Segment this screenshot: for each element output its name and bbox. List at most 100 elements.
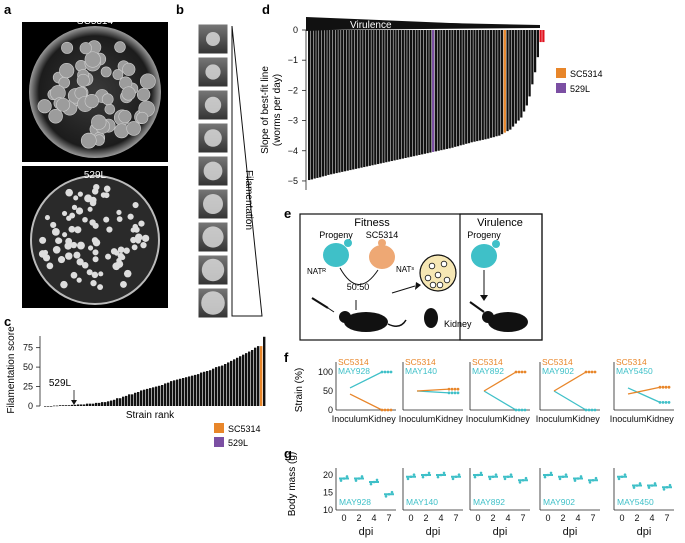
c-ytick-label: 50 [23,362,33,372]
g-point [442,471,446,475]
g-point [653,482,657,485]
f-xtick-inoculum: Inoculum [399,414,436,424]
g-point [662,488,666,491]
d-bar [456,30,460,147]
d-bar [525,30,528,106]
colony [84,93,99,109]
d-bar [374,30,377,165]
d-bar [390,30,393,162]
colony [138,220,145,227]
colony [112,262,121,271]
c-bar [122,396,125,406]
f-point [658,401,662,404]
f-point [389,408,393,412]
f-point [587,408,591,412]
g-ytick-label: 15 [323,488,333,498]
g-point [439,473,443,477]
c-bar [149,388,152,406]
g-ylabel: Body mass (g) [287,452,298,516]
c-bar [146,388,149,406]
colony [69,212,76,219]
d-bar [313,30,316,179]
f-teal-line [553,390,587,411]
c-bar [233,359,236,406]
f-point [523,370,527,374]
d-bar [473,30,476,142]
g-xtick-label: 0 [408,513,413,523]
e-nat-r: NATᴿ [307,267,326,276]
morphology-colony [206,32,220,46]
e-progeny-bud [344,239,352,247]
f-point [664,385,668,389]
g-point [647,486,651,489]
d-bar [310,30,314,180]
f-orange-line [416,388,450,392]
plate-colony [434,271,442,279]
d-ylabel-1: Slope of best-fit line [260,66,271,154]
c-legend-529l: 529L [228,438,248,448]
g-xtick-label: 2 [560,513,565,523]
colony [116,257,122,264]
d-bar [443,30,446,150]
panel-label-d: d [262,2,270,17]
c-bar [119,398,122,406]
g-xlabel: dpi [637,526,652,538]
colony [82,216,88,223]
f-ytick-label: 50 [323,386,333,396]
panel-e: Fitness Virulence Progeny SC5314 NATᴿ NA… [299,213,543,341]
f-point [523,408,527,412]
colony [122,62,136,76]
g-xlabel: dpi [493,526,508,538]
colony [121,86,136,101]
c-bar [179,378,182,406]
c-bar [71,404,74,406]
c-bar [206,371,209,406]
panel-b: Filamentation [197,23,263,319]
c-bar [98,402,101,406]
morphology-colony [203,161,223,181]
colony [116,209,122,216]
g-point [635,484,639,487]
c-bar [152,387,155,406]
colony [116,216,123,223]
d-legend-529l: 529L [570,84,590,94]
d-bar [432,30,435,152]
d-bar [346,30,349,171]
f-point [456,387,460,391]
g-strain-label: MAY892 [473,497,505,507]
g-point [668,483,672,487]
d-bar [398,30,402,160]
morphology-cell [197,155,229,187]
d-ytick-label: 0 [293,25,298,35]
g-xtick-label: 7 [386,513,391,523]
c-bar [227,362,230,406]
colony [136,87,151,102]
g-xtick-label: 7 [590,513,595,523]
colony [114,123,129,139]
d-bar [470,30,473,143]
c-bar [215,367,218,406]
f-strain-sc5314: SC5314 [338,357,369,367]
colony [97,284,104,290]
d-bar [387,30,391,162]
f-teal-line [483,390,517,411]
g-point [454,475,458,479]
c-bar [80,404,83,406]
panel-label-c: c [4,314,11,329]
colony [86,269,93,276]
c-ytick-label: 25 [23,382,33,392]
c-bar [254,347,257,406]
c-bar [44,406,47,407]
filamentation-wedge [231,25,263,317]
e-kidney-label: Kidney [444,319,472,329]
plate-colony [443,276,451,284]
colony [76,241,85,250]
colony [117,246,125,253]
g-point [372,480,376,484]
d-bar [478,30,482,141]
colony [135,238,141,244]
d-bar [308,30,311,181]
g-point [494,473,498,476]
e-nat-s: NATˢ [396,265,414,274]
